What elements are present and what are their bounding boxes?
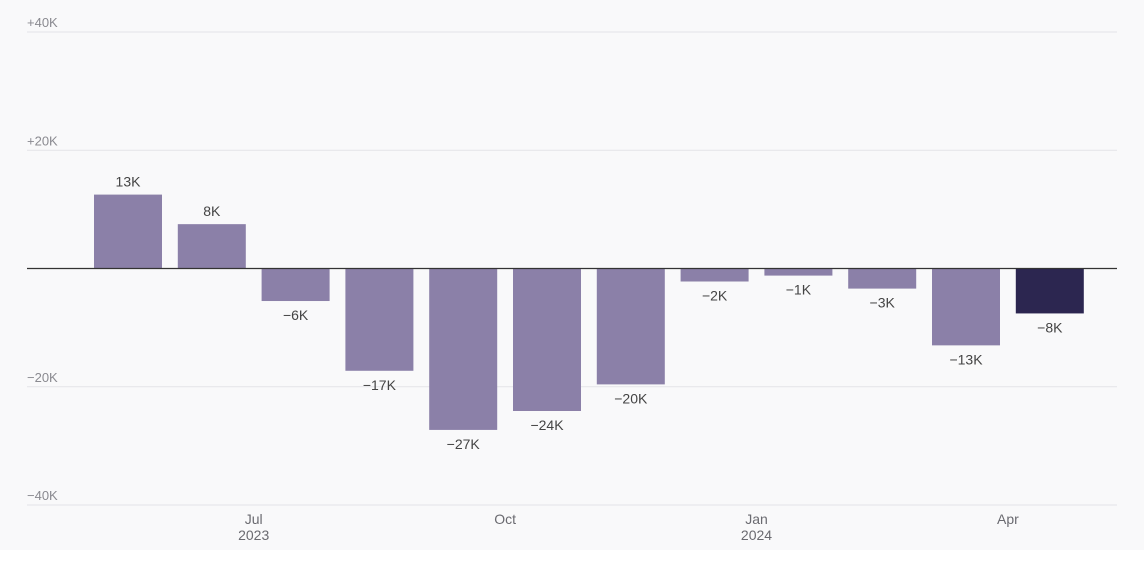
bar [261, 268, 330, 302]
bar [1015, 268, 1084, 314]
data-label: −20K [614, 390, 648, 406]
x-tick-label: Jul [245, 511, 263, 527]
bar [680, 268, 749, 282]
y-tick-label: +40K [27, 15, 58, 30]
bars [94, 194, 1084, 430]
data-label: −1K [786, 282, 812, 298]
data-label: −27K [447, 436, 481, 452]
bar [429, 268, 498, 430]
bar [177, 224, 246, 269]
bar [94, 194, 162, 269]
bar [513, 268, 581, 411]
data-label: 8K [203, 203, 221, 219]
data-label: −8K [1037, 319, 1063, 335]
x-tick-year-label: 2023 [238, 527, 269, 543]
data-label: −17K [363, 377, 397, 393]
x-tick-label: Jan [745, 511, 768, 527]
bar-chart: +40K +20K −20K −40K 13K 8K −6K −17K −27K −24K −20… [27, 15, 1117, 543]
y-tick-label: −20K [27, 370, 58, 385]
x-tick-year-label: 2024 [741, 527, 772, 543]
x-tick-label: Oct [494, 511, 516, 527]
data-label: −2K [702, 288, 728, 304]
x-tick-label: Apr [997, 511, 1019, 527]
bar [596, 268, 665, 385]
data-label: −3K [870, 295, 896, 311]
data-label: −24K [530, 417, 564, 433]
bar [345, 268, 414, 371]
chart-container: +40K +20K −20K −40K 13K 8K −6K −17K −27K −24K −20… [27, 15, 1117, 543]
data-label: −6K [283, 307, 309, 323]
y-axis-ticks: +40K +20K −20K −40K [27, 15, 58, 503]
bar [764, 268, 833, 276]
y-tick-label: −40K [27, 488, 58, 503]
data-label: 13K [116, 174, 142, 190]
bar [848, 268, 917, 289]
data-labels: 13K 8K −6K −17K −27K −24K −20K −2K −1K −3K −13K −8K [116, 174, 1064, 452]
data-label: −13K [949, 351, 983, 367]
bar [932, 268, 1000, 346]
y-tick-label: +20K [27, 133, 58, 148]
